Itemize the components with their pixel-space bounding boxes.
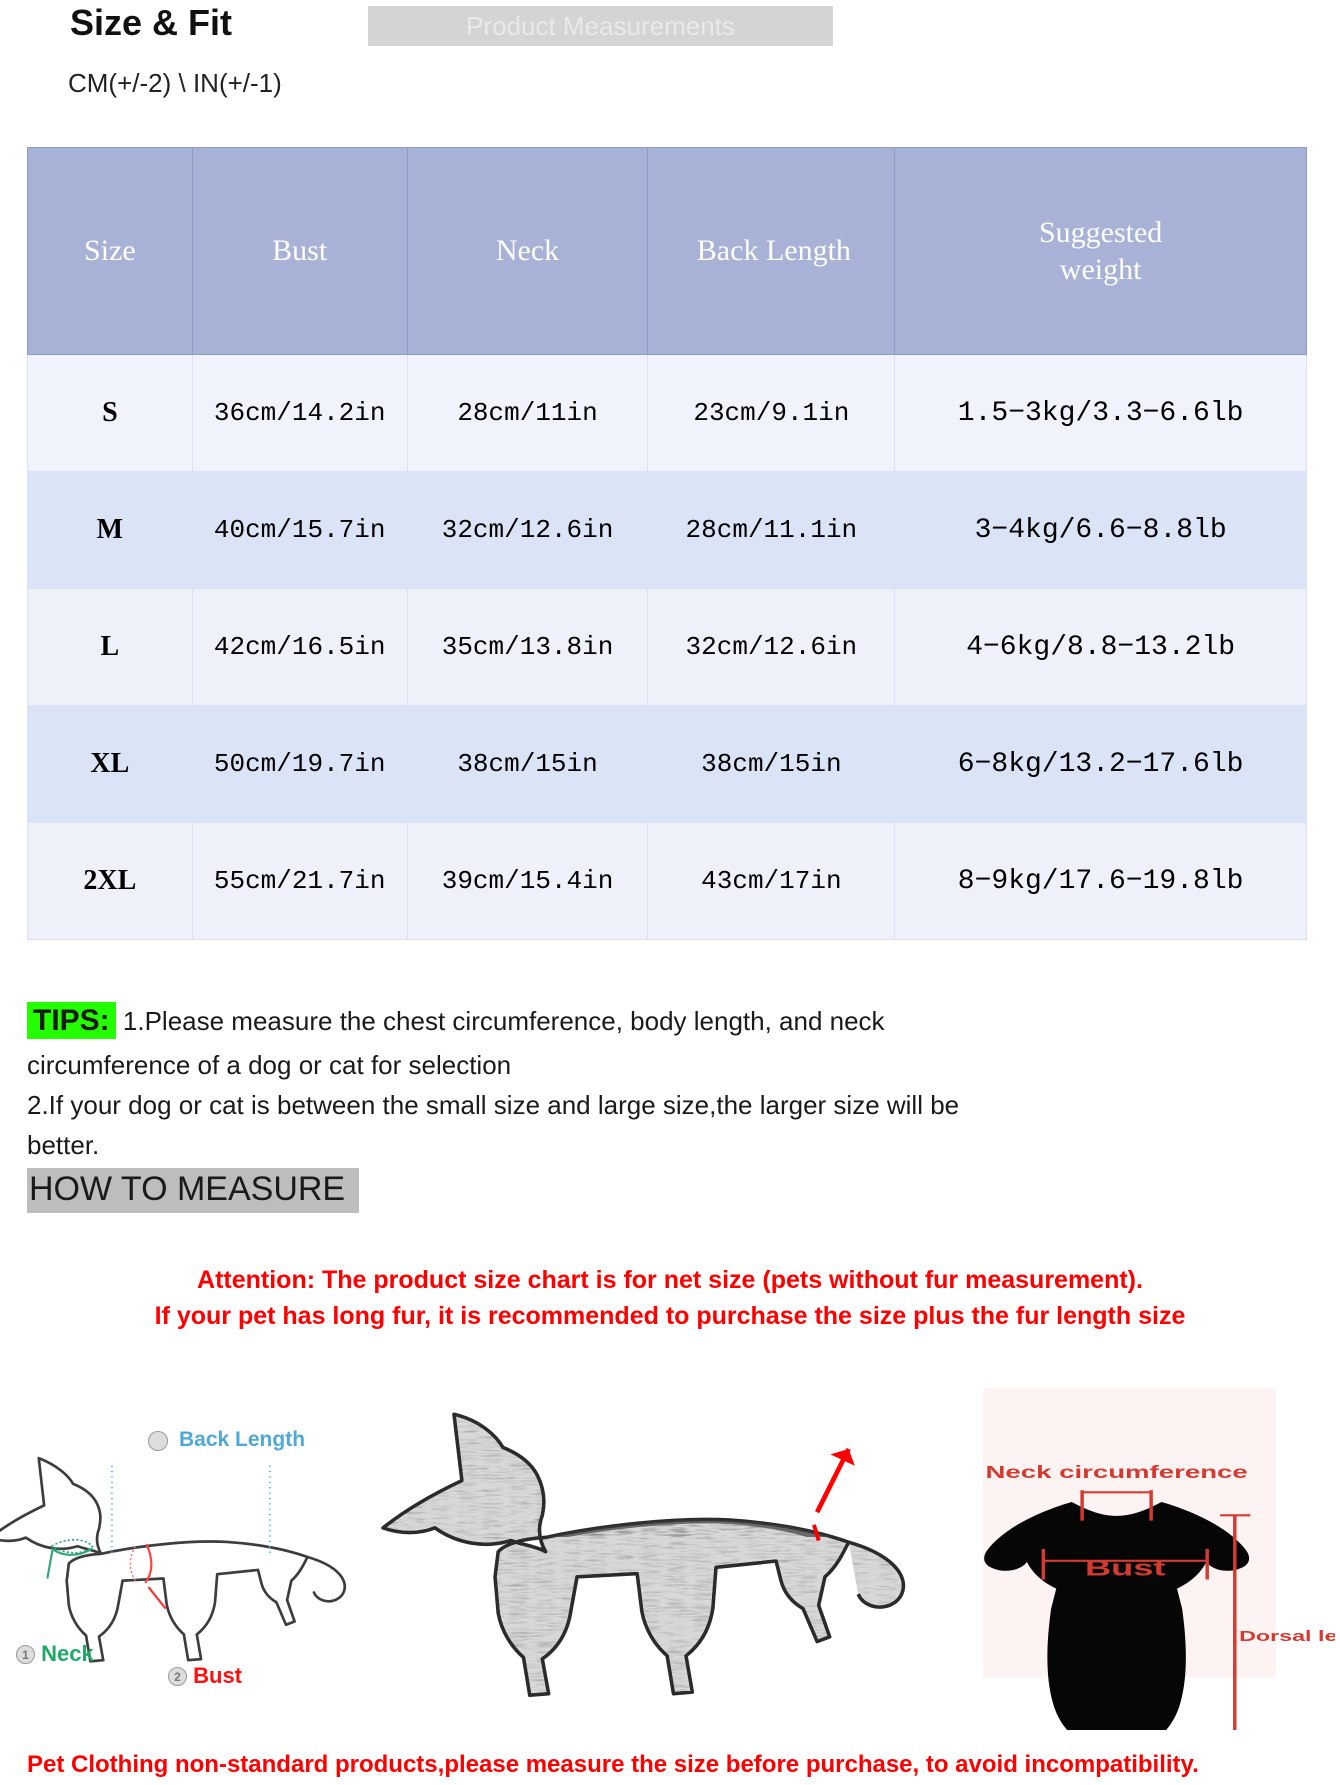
svg-text:Neck circumference: Neck circumference — [986, 1462, 1248, 1481]
svg-text:Dorsal length: Dorsal length — [1239, 1628, 1335, 1644]
svg-text:Bust: Bust — [1085, 1556, 1165, 1581]
